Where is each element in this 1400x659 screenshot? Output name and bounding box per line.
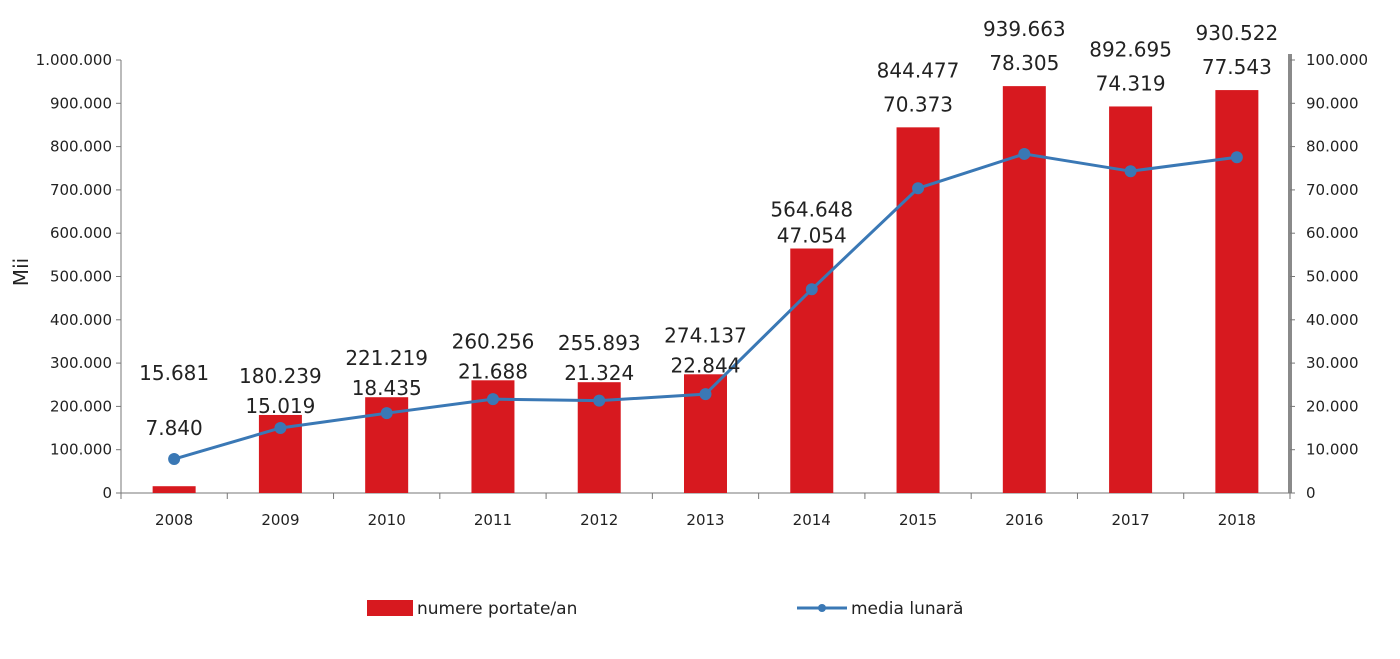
bar-value-label: 180.239 bbox=[239, 364, 322, 388]
bar-value-label: 939.663 bbox=[983, 17, 1066, 41]
line-value-label: 18.435 bbox=[352, 376, 422, 400]
bar-value-label: 930.522 bbox=[1196, 21, 1279, 45]
bar bbox=[1109, 106, 1153, 493]
line-point bbox=[1124, 165, 1137, 178]
line-value-label: 77.543 bbox=[1202, 55, 1272, 79]
x-tick-label: 2008 bbox=[155, 511, 193, 529]
line-point bbox=[593, 394, 606, 407]
axes: 0 100.000 200.000 300.000 400.000 500.000 600.… bbox=[36, 51, 1368, 529]
line-value-label: 15.019 bbox=[245, 394, 315, 418]
y2-tick-label: 90.000 bbox=[1306, 94, 1359, 112]
y2-tick-label: 50.000 bbox=[1306, 268, 1359, 286]
bar-value-label: 221.219 bbox=[345, 346, 428, 370]
line-point bbox=[168, 453, 181, 466]
line-point bbox=[1230, 151, 1243, 164]
line-point bbox=[380, 407, 393, 420]
line-value-label: 7.840 bbox=[146, 416, 203, 440]
line-value-label: 21.324 bbox=[564, 361, 634, 385]
y-tick-label: 400.000 bbox=[50, 311, 112, 329]
y2-tick-label: 20.000 bbox=[1306, 397, 1359, 415]
y-tick-label: 600.000 bbox=[50, 224, 112, 242]
y2-tick-label: 100.000 bbox=[1306, 51, 1368, 69]
y-axis-label: Mii bbox=[9, 258, 33, 286]
x-tick-label: 2014 bbox=[793, 511, 831, 529]
y-tick-label: 900.000 bbox=[50, 94, 112, 112]
line-point bbox=[486, 393, 499, 406]
y2-tick-label: 40.000 bbox=[1306, 311, 1359, 329]
y-tick-label: 0 bbox=[102, 484, 112, 502]
line-value-label: 47.054 bbox=[777, 224, 847, 248]
y2-tick-label: 80.000 bbox=[1306, 138, 1359, 156]
x-tick-label: 2018 bbox=[1218, 511, 1256, 529]
x-tick-label: 2017 bbox=[1111, 511, 1149, 529]
legend-label-bars: numere portate/an bbox=[417, 599, 577, 619]
x-tick-label: 2012 bbox=[580, 511, 618, 529]
line-value-label: 21.688 bbox=[458, 359, 528, 383]
line-point bbox=[274, 421, 287, 434]
line-point bbox=[805, 283, 818, 296]
legend-label-line: media lunară bbox=[851, 599, 963, 619]
y2-tick-label: 30.000 bbox=[1306, 354, 1359, 372]
x-tick-label: 2011 bbox=[474, 511, 512, 529]
x-tick-label: 2009 bbox=[261, 511, 299, 529]
bar-value-label: 892.695 bbox=[1089, 37, 1172, 61]
y-tick-label: 500.000 bbox=[50, 268, 112, 286]
line-value-label: 78.305 bbox=[989, 51, 1059, 75]
y-tick-label: 1.000.000 bbox=[36, 51, 112, 69]
y2-tick-label: 70.000 bbox=[1306, 181, 1359, 199]
y-tick-label: 700.000 bbox=[50, 181, 112, 199]
bar-series bbox=[152, 86, 1259, 494]
line-series bbox=[168, 147, 1243, 466]
data-labels: 15.681 180.239 221.219 260.256 255.893 274.13… bbox=[139, 17, 1278, 440]
x-tick-label: 2016 bbox=[1005, 511, 1043, 529]
line-value-label: 70.373 bbox=[883, 92, 953, 116]
bar bbox=[1002, 86, 1046, 494]
x-tick-label: 2013 bbox=[686, 511, 724, 529]
bar-value-label: 564.648 bbox=[770, 198, 853, 222]
y-tick-label: 200.000 bbox=[50, 397, 112, 415]
bar-value-label: 844.477 bbox=[877, 58, 960, 82]
y2-tick-label: 0 bbox=[1306, 484, 1316, 502]
legend-swatch-bars bbox=[367, 600, 413, 616]
x-tick-label: 2015 bbox=[899, 511, 937, 529]
line-value-label: 22.844 bbox=[671, 353, 741, 377]
bar bbox=[1215, 90, 1259, 493]
y2-tick-label: 10.000 bbox=[1306, 441, 1359, 459]
bar-value-label: 274.137 bbox=[664, 323, 747, 347]
bar-value-label: 255.893 bbox=[558, 331, 641, 355]
x-tick-label: 2010 bbox=[368, 511, 406, 529]
bar bbox=[152, 486, 196, 493]
y-tick-label: 100.000 bbox=[50, 441, 112, 459]
legend-swatch-marker bbox=[818, 604, 826, 612]
line-point bbox=[1018, 147, 1031, 160]
bar-value-label: 15.681 bbox=[139, 361, 209, 385]
line-value-label: 74.319 bbox=[1096, 71, 1166, 95]
legend: numere portate/an media lunară bbox=[367, 599, 963, 619]
y2-tick-label: 60.000 bbox=[1306, 224, 1359, 242]
line-point bbox=[912, 182, 925, 195]
line-point bbox=[699, 388, 712, 401]
bar-value-label: 260.256 bbox=[452, 329, 535, 353]
y-tick-label: 300.000 bbox=[50, 354, 112, 372]
y-tick-label: 800.000 bbox=[50, 138, 112, 156]
